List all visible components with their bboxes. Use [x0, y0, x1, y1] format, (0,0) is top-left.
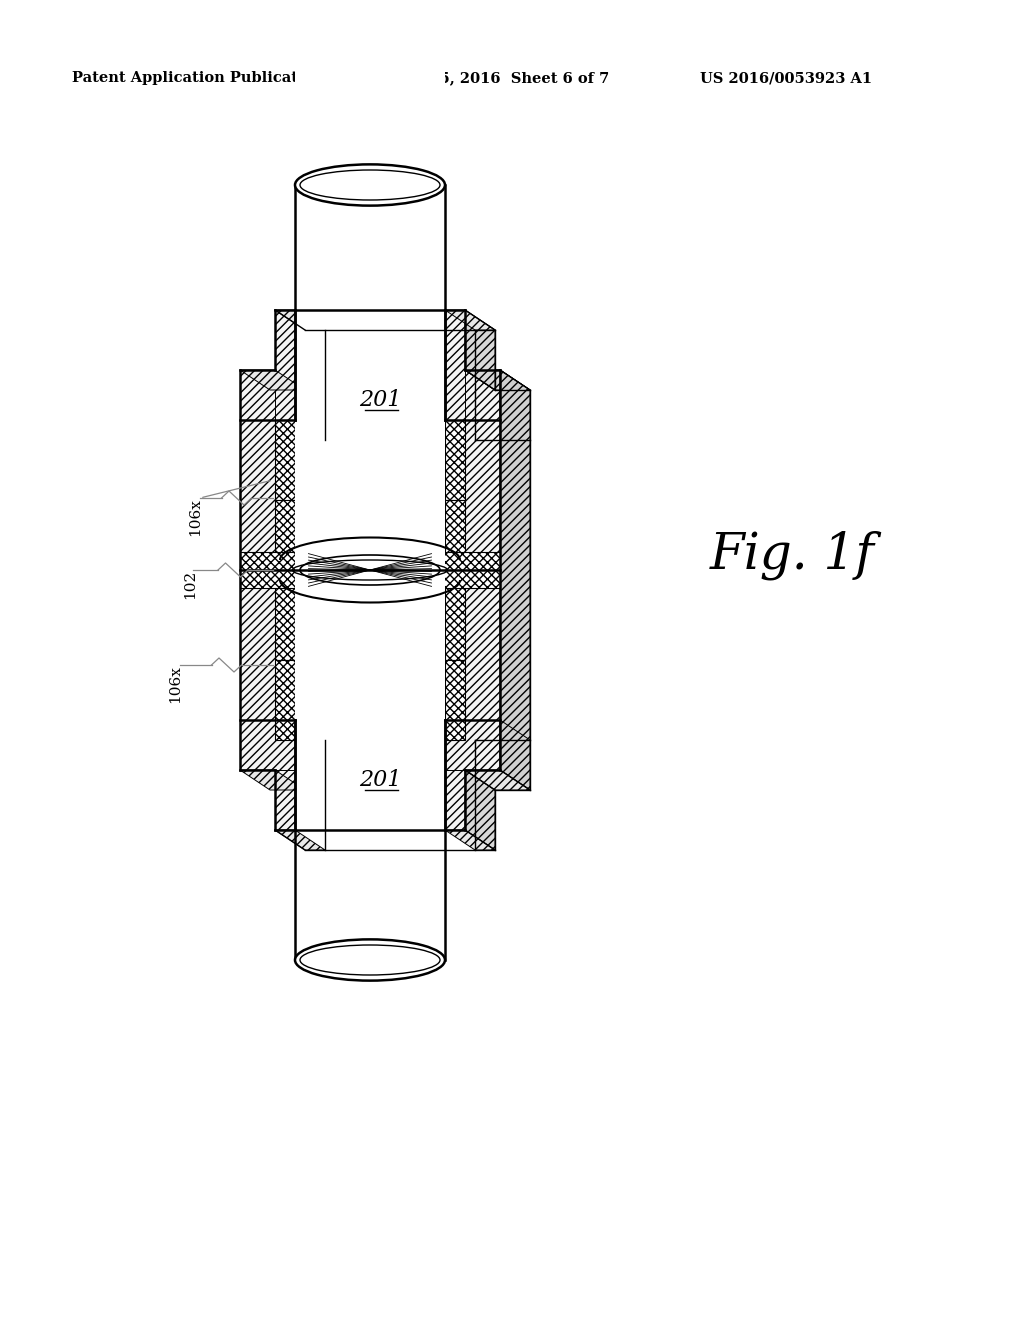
Polygon shape	[240, 370, 305, 389]
Polygon shape	[240, 552, 500, 587]
Text: Patent Application Publication: Patent Application Publication	[72, 71, 324, 84]
Polygon shape	[465, 370, 530, 389]
Polygon shape	[445, 830, 495, 850]
Polygon shape	[465, 370, 500, 770]
Ellipse shape	[295, 165, 445, 206]
Text: 106x: 106x	[188, 498, 202, 536]
Polygon shape	[500, 370, 530, 440]
Polygon shape	[275, 579, 295, 660]
Polygon shape	[445, 310, 500, 420]
Polygon shape	[445, 310, 495, 330]
Polygon shape	[275, 310, 325, 330]
Polygon shape	[275, 770, 295, 830]
Polygon shape	[240, 310, 295, 420]
Text: 106x: 106x	[168, 665, 182, 702]
Polygon shape	[445, 719, 500, 770]
Text: US 2016/0053923 A1: US 2016/0053923 A1	[700, 71, 872, 84]
Polygon shape	[240, 770, 305, 789]
Text: Feb. 25, 2016  Sheet 6 of 7: Feb. 25, 2016 Sheet 6 of 7	[390, 71, 609, 84]
Polygon shape	[275, 660, 295, 741]
Bar	[295, 310, 445, 570]
Polygon shape	[445, 579, 465, 660]
Bar	[295, 40, 445, 185]
Polygon shape	[445, 420, 465, 500]
Bar	[295, 570, 445, 830]
Polygon shape	[465, 370, 530, 389]
Text: Fig. 1f: Fig. 1f	[710, 531, 874, 579]
Text: 201: 201	[358, 389, 401, 411]
Polygon shape	[445, 500, 465, 579]
Polygon shape	[240, 719, 295, 770]
Polygon shape	[445, 660, 465, 741]
Polygon shape	[275, 500, 295, 579]
Text: 201: 201	[358, 770, 401, 791]
Polygon shape	[465, 310, 495, 389]
Ellipse shape	[295, 940, 445, 981]
Polygon shape	[275, 420, 295, 500]
Polygon shape	[275, 830, 325, 850]
Polygon shape	[500, 370, 530, 789]
Polygon shape	[465, 770, 495, 850]
Polygon shape	[445, 770, 465, 830]
Polygon shape	[500, 719, 530, 789]
Polygon shape	[240, 370, 275, 770]
Polygon shape	[465, 770, 530, 789]
Text: 102: 102	[183, 570, 197, 599]
